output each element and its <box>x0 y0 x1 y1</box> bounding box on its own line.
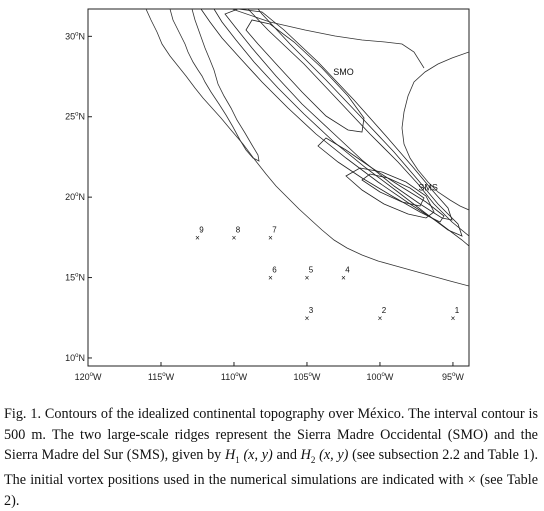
vortex-number: 2 <box>382 306 387 315</box>
x-tick-label: 100oW <box>367 372 394 382</box>
caption-h1-subscript: 1 <box>235 454 240 465</box>
region-label-sms: SMS <box>418 183 438 193</box>
vortex-number: 7 <box>272 225 277 234</box>
x-tick-label: 110oW <box>221 372 248 382</box>
vortex-number: 6 <box>272 266 277 275</box>
vortex-position-1: ×1 <box>451 306 460 323</box>
caption-and: and <box>272 447 301 463</box>
gulf-of-mexico-coastline <box>401 51 469 211</box>
vortex-number: 4 <box>345 266 350 275</box>
map-content <box>145 9 469 287</box>
x-tick-label: 115oW <box>148 372 175 382</box>
vortex-number: 1 <box>455 306 460 315</box>
vortex-marker: × <box>268 233 273 242</box>
contour-outer-1 <box>200 9 469 247</box>
baja-california-coastline <box>169 9 260 162</box>
contour-central-plateau <box>317 137 445 223</box>
contour-smo-ridge <box>245 19 365 133</box>
x-tick-label: 120oW <box>75 372 102 382</box>
y-tick-label: 15oN <box>65 273 85 283</box>
x-tick-label: 95oW <box>442 372 464 382</box>
vortex-number: 9 <box>199 225 204 234</box>
caption-text-1: Fig. 1. Contours of the idealized contin… <box>4 406 538 463</box>
topography-figure: 120oW 115oW 110oW 105oW 100oW 95oW 30oN 25oN 20… <box>65 8 470 382</box>
northern-border-line <box>231 9 425 69</box>
y-tick-label: 20oN <box>65 192 85 202</box>
plot-frame <box>87 8 470 367</box>
vortex-position-4: ×4 <box>341 266 350 283</box>
map-plot: 120oW 115oW 110oW 105oW 100oW 95oW 30oN 25oN 20… <box>65 8 470 382</box>
caption-h2-subscript: 2 <box>310 454 316 465</box>
vortex-marker: × <box>195 233 200 242</box>
vortex-number: 5 <box>309 266 314 275</box>
vortex-position-5: ×5 <box>305 266 314 283</box>
region-labels: SMO SMS <box>333 67 438 193</box>
y-tick-label: 30oN <box>65 31 85 41</box>
x-tick-label: 105oW <box>294 372 321 382</box>
y-axis-ticks: 30oN 25oN 20oN 15oN 10oN <box>65 31 92 363</box>
caption-marker-symbol: × <box>467 472 476 489</box>
contour-sms-outer <box>345 167 435 219</box>
vortex-position-3: ×3 <box>305 306 314 323</box>
region-label-smo: SMO <box>333 67 354 77</box>
vortex-number: 3 <box>309 306 314 315</box>
vortex-marker: × <box>232 233 237 242</box>
x-axis-ticks: 120oW 115oW 110oW 105oW 100oW 95oW <box>75 362 464 382</box>
vortex-marker: × <box>451 314 456 323</box>
figure-caption: Fig. 1. Contours of the idealized contin… <box>4 404 538 511</box>
caption-text-3: (see Table 2). <box>4 472 539 509</box>
vortex-number: 8 <box>236 225 241 234</box>
caption-xy-2: (x, y) <box>315 447 349 463</box>
topography-contours <box>200 9 469 247</box>
caption-h1: H <box>224 447 236 463</box>
vortex-marker: × <box>341 274 346 283</box>
vortex-marker: × <box>305 274 310 283</box>
vortex-position-8: ×8 <box>232 225 241 242</box>
vortex-marker: × <box>305 314 310 323</box>
caption-h2: H <box>300 447 311 463</box>
contour-sms-inner <box>361 173 425 207</box>
caption-text-2: (see subsection 2.2 and Table 1). The in… <box>4 447 538 489</box>
vortex-markers: ×1×2×3×4×5×6×7×8×9 <box>195 225 460 322</box>
contour-middle <box>224 9 453 221</box>
vortex-position-7: ×7 <box>268 225 277 242</box>
y-tick-label: 25oN <box>65 112 85 122</box>
vortex-marker: × <box>268 274 273 283</box>
caption-xy-1: (x, y) <box>239 447 273 463</box>
mainland-west-coastline <box>145 9 469 287</box>
vortex-marker: × <box>378 314 383 323</box>
vortex-position-9: ×9 <box>195 225 204 242</box>
y-tick-label: 10oN <box>65 353 85 363</box>
vortex-position-2: ×2 <box>378 306 387 323</box>
contour-outer-2 <box>213 9 463 237</box>
vortex-position-6: ×6 <box>268 266 277 283</box>
